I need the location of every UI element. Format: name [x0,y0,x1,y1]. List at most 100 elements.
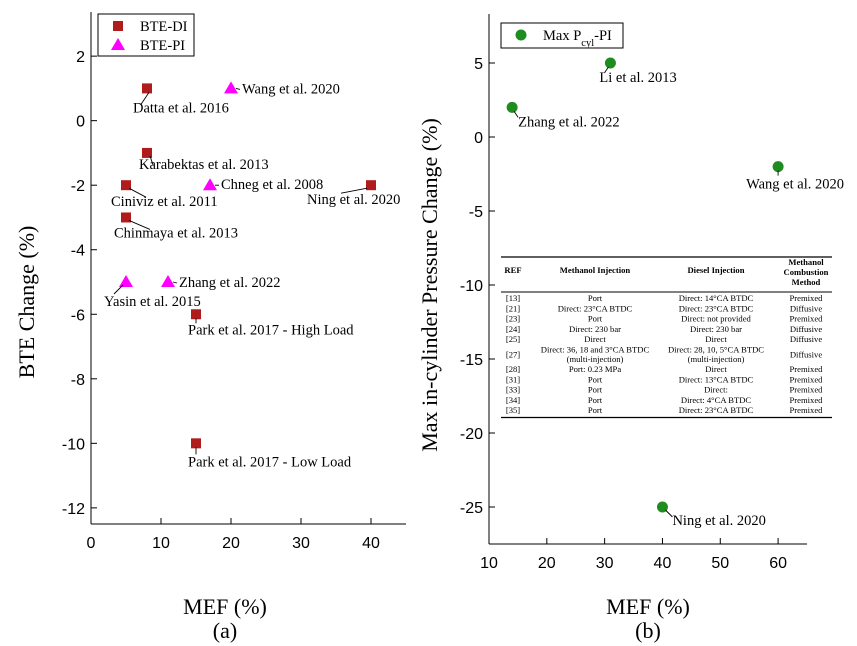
y-tick-label: -8 [71,372,85,389]
table-cell: Direct: 23°CA BTDC [679,303,754,313]
table-cell: Premixed [790,293,824,303]
y-tick-label: -25 [460,500,483,517]
table-cell: Port [588,395,603,405]
legend-entry: BTE-PI [140,38,185,54]
data-label: Ning et al. 2020 [307,192,400,208]
table-cell-line: (multi-injection) [567,354,624,364]
x-tick-label: 10 [480,555,498,572]
x-tick-label: 40 [654,555,672,572]
annotation-leader [172,281,178,284]
table-cell: Direct: 230 bar [569,324,621,334]
annotation-leader [113,284,124,295]
data-point [772,161,784,173]
table-cell: Port: 0.23 MPa [569,364,621,374]
data-label: Karabektas et al. 2013 [139,157,269,173]
table-cell: [28] [506,364,520,374]
y-tick-label: -10 [460,278,483,295]
table-cell: [31] [506,374,520,384]
data-label: Li et al. 2013 [599,70,676,86]
x-axis-label: MEF (%) [606,594,690,619]
table-cell: Direct: 13°CA BTDC [679,374,754,384]
annotation-leader [340,187,368,194]
table-cell: Port [588,293,603,303]
table-cell: Diffusive [790,350,822,360]
x-tick-label: 40 [362,535,380,552]
legend-entry: Max Pcyl-PI [543,28,612,49]
data-point [203,178,217,191]
annotation-leader [128,187,147,198]
table-header-ref: REF [504,265,521,275]
table-cell: [34] [506,395,520,405]
data-point [604,57,616,69]
legend-entry-name: Max P [543,28,581,44]
data-point [656,501,668,513]
table-cell: [25] [506,334,520,344]
table-cell-line: (multi-injection) [688,354,745,364]
legend-entry-subscript: cyl [581,38,594,49]
legend-entry-suffix: -PI [594,28,612,44]
table-cell: [13] [506,293,520,303]
table-cell: Direct: 28, 10, 5°CA BTDC (multi-injectio… [668,345,764,365]
legend-marker [111,38,125,50]
data-label: Zhang et al. 2022 [179,275,280,291]
panel-label: (a) [213,618,237,643]
x-tick-label: 30 [596,555,614,572]
data-label: Yasin et al. 2015 [104,294,201,310]
x-tick-label: 30 [292,535,310,552]
legend: BTE-DI BTE-PI [97,13,195,57]
annotation-leader [604,66,609,74]
data-label: Park et al. 2017 - High Load [188,322,354,338]
panel-label: (b) [635,618,661,643]
table-header-methanol-injection: Methanol Injection [560,265,631,275]
data-point [121,212,131,223]
table-cell: Direct [705,334,727,344]
table-header-word: Methanol [788,257,824,267]
data-point [506,101,518,113]
y-tick-label: 0 [76,114,85,131]
table-cell: [24] [506,324,520,334]
table-cell: Port [588,314,603,324]
table-cell: Diffusive [790,324,822,334]
legend-entry-name: BTE-PI [140,38,185,54]
table-cell: Port [588,385,603,395]
y-tick-label: -5 [469,204,483,221]
data-label: Park et al. 2017 - Low Load [188,454,352,470]
y-tick-label: -2 [71,178,85,195]
legend-entry-name: BTE-DI [140,19,188,35]
table-cell: Direct [584,334,606,344]
table-cell: Diffusive [790,303,822,313]
x-tick-label: 10 [152,535,170,552]
inset-table: REF Methanol Injection Diesel Injection Met… [499,256,834,420]
table-header-combustion-method: Methanol Combustion Method [784,257,829,287]
data-label: Chneg et al. 2008 [221,177,323,193]
data-point [142,147,152,158]
annotation-leader [235,87,241,90]
data-point [119,275,133,287]
table-cell: Premixed [790,374,824,384]
inset-table-bg [499,256,834,420]
table-cell: [21] [506,303,520,313]
table-cell: Direct: 4°CA BTDC [681,395,752,405]
table-cell: Direct [705,364,727,374]
table-cell: Premixed [790,364,824,374]
table-cell: Premixed [790,395,824,405]
y-tick-label: 2 [76,49,85,66]
table-cell: Premixed [790,385,824,395]
legend-marker [113,21,123,31]
data-point [224,81,238,94]
table-cell: Diffusive [790,334,822,344]
data-point [142,83,152,94]
x-tick-label: 20 [222,535,240,552]
data-label: Ning et al. 2020 [672,513,765,529]
table-cell-line: Direct: 36, 18 and 3°CA BTDC [541,345,650,355]
table-cell: Port [588,405,603,415]
x-tick-label: 50 [711,555,729,572]
annotation-leader [149,155,154,166]
y-tick-label: 5 [474,56,483,73]
table-cell: Direct: 23°CA BTDC [679,405,754,415]
table-header-word: Combustion [784,267,829,277]
data-point [191,438,201,449]
data-point [366,180,376,191]
